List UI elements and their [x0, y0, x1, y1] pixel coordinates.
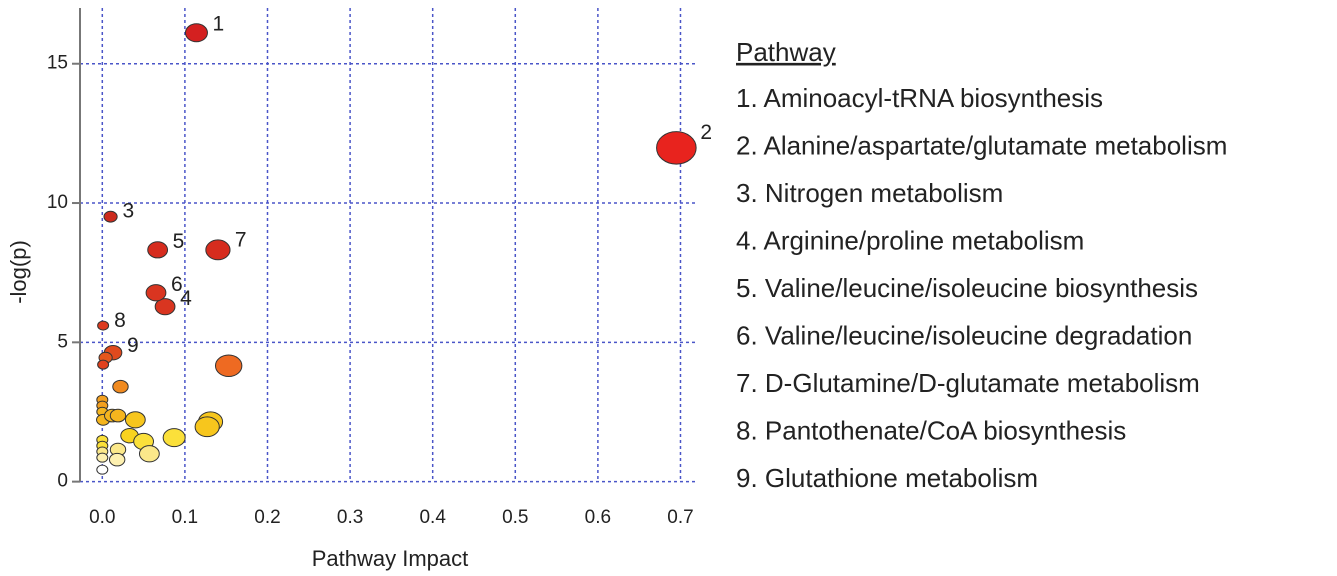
bubble: [112, 379, 129, 394]
x-tick-label: 0.5: [502, 507, 528, 528]
bubble: [96, 452, 109, 463]
legend-item: 1. Aminoacyl-tRNA biosynthesis: [736, 83, 1103, 113]
legend-item: 4. Arginine/proline metabolism: [736, 225, 1084, 255]
legend-item: 3. Nitrogen metabolism: [736, 178, 1003, 208]
point-label: 4: [180, 287, 192, 310]
legend-item: 5. Valine/leucine/isoleucine biosynthesi…: [736, 273, 1198, 303]
x-tick-label: 0.3: [337, 507, 363, 528]
y-tick-label: 10: [47, 192, 68, 213]
bubble: [108, 452, 126, 467]
point-label: 3: [123, 199, 135, 222]
point-label: 2: [700, 121, 712, 144]
y-tick-label: 0: [57, 471, 68, 492]
point-label: 8: [114, 309, 126, 332]
bubble: [124, 411, 146, 429]
x-axis-title: Pathway Impact: [312, 546, 469, 571]
y-tick-label: 15: [47, 53, 68, 74]
bubble: [109, 408, 127, 423]
y-tick-label: 5: [57, 331, 68, 352]
legend-item: 6. Valine/leucine/isoleucine degradation: [736, 320, 1192, 350]
legend-item: 8. Pantothenate/CoA biosynthesis: [736, 415, 1126, 445]
bubble: [103, 210, 118, 223]
bubble: [147, 241, 169, 259]
point-label: 5: [173, 230, 185, 253]
bubble: [97, 320, 110, 331]
bubble: [184, 23, 208, 43]
y-axis-title: -log(p): [6, 240, 31, 304]
point-label: 1: [212, 12, 224, 35]
bubble: [162, 428, 186, 448]
bubble: [96, 464, 109, 475]
bubble: [194, 416, 220, 438]
x-tick-label: 0.4: [419, 507, 446, 528]
x-tick-label: 0.2: [254, 507, 280, 528]
point-label: 7: [235, 229, 247, 252]
bubble: [656, 131, 697, 165]
x-tick-label: 0.0: [89, 507, 115, 528]
bubble: [214, 354, 243, 378]
legend-item: 2. Alanine/aspartate/glutamate metabolis…: [736, 130, 1227, 160]
bubble: [154, 298, 176, 316]
legend-item: 9. Glutathione metabolism: [736, 463, 1038, 493]
legend-title: Pathway: [736, 37, 836, 67]
bubble: [145, 284, 167, 302]
x-tick-label: 0.7: [667, 507, 693, 528]
bubble: [97, 359, 110, 370]
point-label: 6: [171, 273, 183, 296]
x-tick-label: 0.6: [585, 507, 611, 528]
x-tick-label: 0.1: [172, 507, 198, 528]
bubble: [138, 445, 160, 463]
point-label: 9: [127, 334, 139, 357]
bubble: [205, 239, 231, 261]
legend-item: 7. D-Glutamine/D-glutamate metabolism: [736, 368, 1200, 398]
